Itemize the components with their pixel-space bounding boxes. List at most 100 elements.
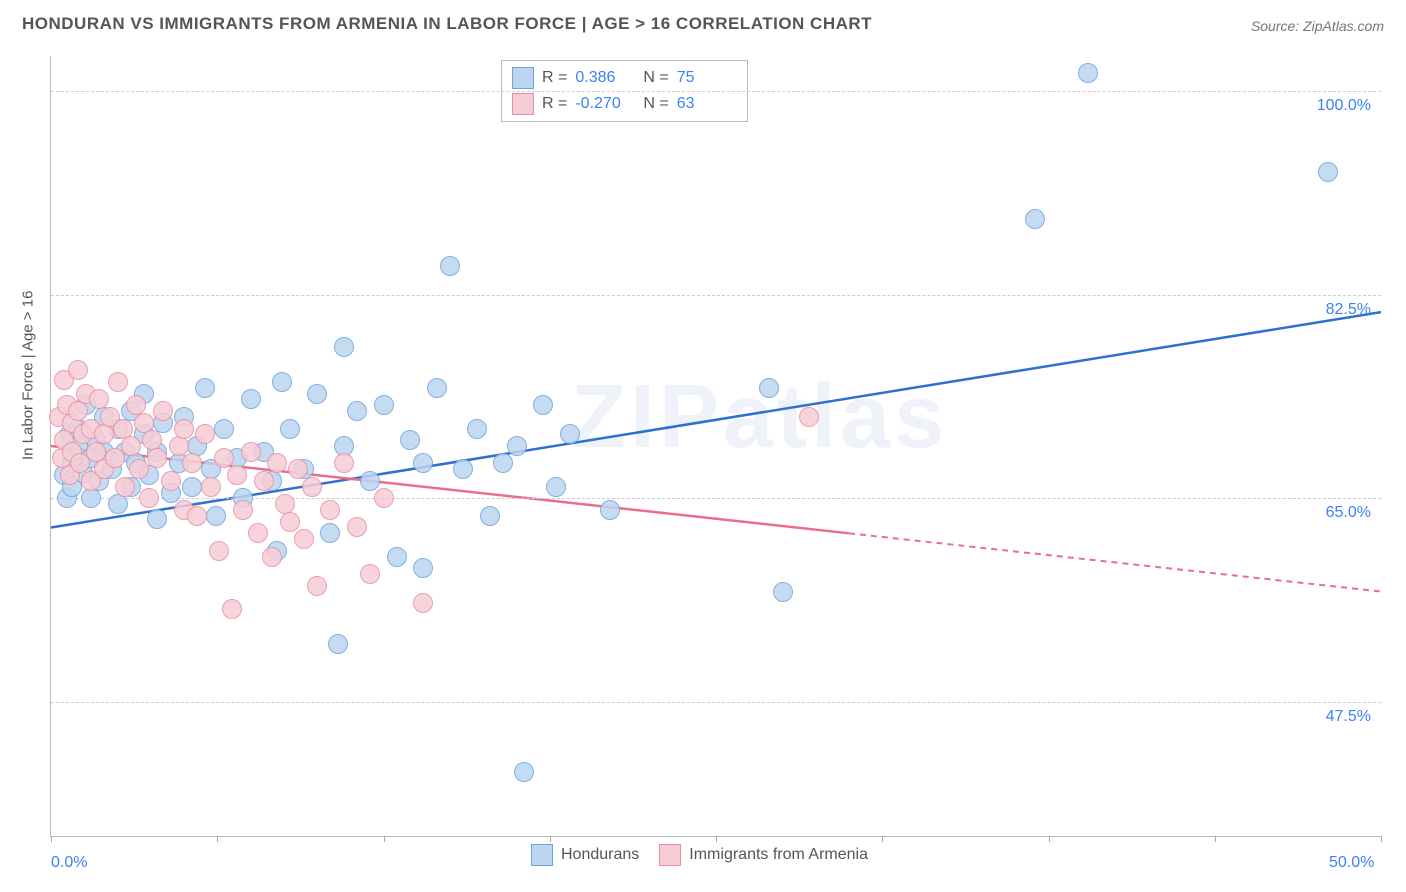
data-point — [387, 547, 407, 567]
x-axis-tick-label: 50.0% — [1329, 854, 1374, 872]
chart-title: HONDURAN VS IMMIGRANTS FROM ARMENIA IN L… — [22, 14, 872, 34]
data-point — [206, 506, 226, 526]
data-point — [427, 378, 447, 398]
data-point — [347, 517, 367, 537]
data-point — [139, 488, 159, 508]
data-point — [169, 436, 189, 456]
data-point — [413, 558, 433, 578]
data-point — [161, 471, 181, 491]
data-point — [334, 453, 354, 473]
data-point — [374, 488, 394, 508]
data-point — [153, 401, 173, 421]
data-point — [600, 500, 620, 520]
legend-swatch — [659, 844, 681, 866]
plot-area: ZIPatlas R =0.386N =75R =-0.270N =63 Hon… — [50, 56, 1381, 837]
data-point — [413, 593, 433, 613]
data-point — [182, 453, 202, 473]
data-point — [254, 471, 274, 491]
data-point — [129, 459, 149, 479]
stat-row: R =-0.270N =63 — [512, 93, 737, 115]
legend-item: Hondurans — [531, 844, 639, 866]
data-point — [1078, 63, 1098, 83]
data-point — [108, 372, 128, 392]
y-axis-tick-label: 47.5% — [1326, 708, 1371, 726]
data-point — [320, 523, 340, 543]
data-point — [147, 509, 167, 529]
data-point — [201, 477, 221, 497]
stat-label-n: N = — [643, 69, 668, 87]
data-point — [480, 506, 500, 526]
data-point — [307, 384, 327, 404]
stat-label-r: R = — [542, 95, 567, 113]
data-point — [115, 477, 135, 497]
x-axis-tick — [217, 836, 218, 842]
data-point — [347, 401, 367, 421]
data-point — [1318, 162, 1338, 182]
data-point — [214, 448, 234, 468]
data-point — [68, 401, 88, 421]
x-axis-tick — [716, 836, 717, 842]
x-axis-tick — [1381, 836, 1382, 842]
data-point — [560, 424, 580, 444]
data-point — [773, 582, 793, 602]
data-point — [262, 547, 282, 567]
data-point — [759, 378, 779, 398]
data-point — [302, 477, 322, 497]
series-legend: HonduransImmigrants from Armenia — [531, 844, 868, 866]
data-point — [374, 395, 394, 415]
watermark: ZIPatlas — [571, 366, 948, 469]
source-attribution: Source: ZipAtlas.com — [1251, 18, 1384, 34]
data-point — [360, 471, 380, 491]
data-point — [187, 506, 207, 526]
data-point — [241, 442, 261, 462]
data-point — [272, 372, 292, 392]
y-axis-tick-label: 82.5% — [1326, 301, 1371, 319]
data-point — [514, 762, 534, 782]
data-point — [209, 541, 229, 561]
series-swatch — [512, 93, 534, 115]
data-point — [440, 256, 460, 276]
gridline — [51, 295, 1381, 296]
data-point — [222, 599, 242, 619]
data-point — [507, 436, 527, 456]
data-point — [533, 395, 553, 415]
data-point — [328, 634, 348, 654]
data-point — [280, 512, 300, 532]
data-point — [267, 453, 287, 473]
x-axis-tick — [1215, 836, 1216, 842]
data-point — [121, 436, 141, 456]
data-point — [493, 453, 513, 473]
stat-label-n: N = — [643, 95, 668, 113]
x-axis-tick — [550, 836, 551, 842]
data-point — [214, 419, 234, 439]
stat-value-n: 63 — [677, 95, 737, 113]
data-point — [453, 459, 473, 479]
data-point — [334, 337, 354, 357]
gridline — [51, 702, 1381, 703]
data-point — [413, 453, 433, 473]
data-point — [467, 419, 487, 439]
data-point — [68, 360, 88, 380]
data-point — [294, 529, 314, 549]
gridline — [51, 91, 1381, 92]
stat-label-r: R = — [542, 69, 567, 87]
data-point — [799, 407, 819, 427]
legend-swatch — [531, 844, 553, 866]
data-point — [174, 419, 194, 439]
y-axis-tick-label: 65.0% — [1326, 504, 1371, 522]
data-point — [195, 378, 215, 398]
data-point — [288, 459, 308, 479]
data-point — [94, 424, 114, 444]
data-point — [320, 500, 340, 520]
stat-value-r: 0.386 — [575, 69, 635, 87]
data-point — [360, 564, 380, 584]
y-axis-title: In Labor Force | Age > 16 — [20, 291, 37, 460]
data-point — [241, 389, 261, 409]
legend-label: Hondurans — [561, 846, 639, 864]
stat-row: R =0.386N =75 — [512, 67, 737, 89]
data-point — [546, 477, 566, 497]
data-point — [233, 500, 253, 520]
chart-container: HONDURAN VS IMMIGRANTS FROM ARMENIA IN L… — [0, 0, 1406, 892]
data-point — [1025, 209, 1045, 229]
y-axis-tick-label: 100.0% — [1317, 97, 1371, 115]
